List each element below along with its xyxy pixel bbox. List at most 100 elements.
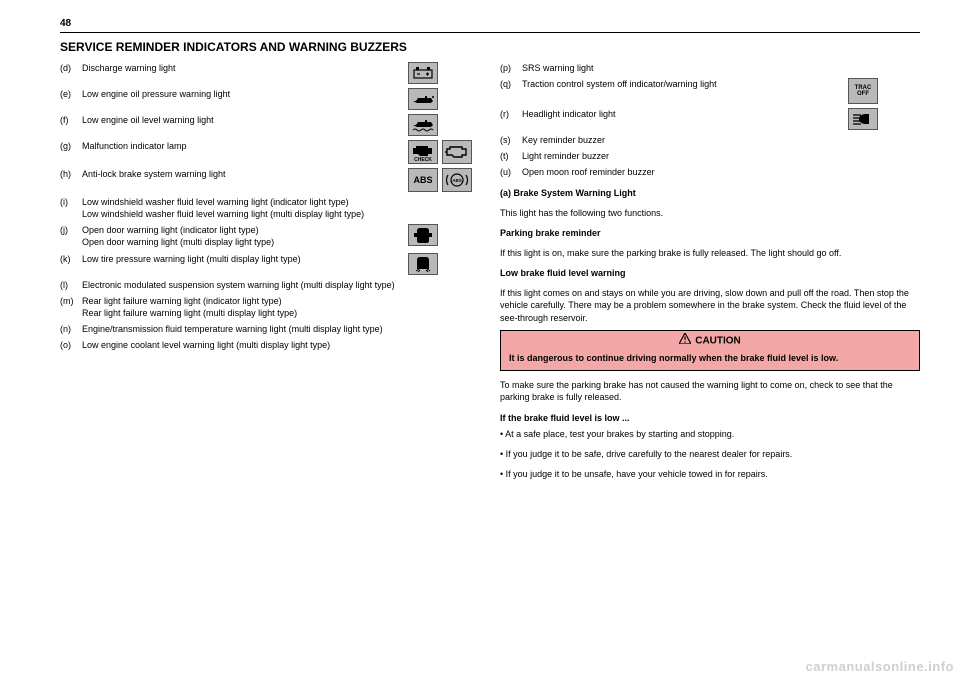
item-j: (j) Open door warning light (indicator l… (60, 224, 480, 248)
svg-text:ABS: ABS (452, 178, 462, 183)
item-letter: (u) (500, 166, 522, 178)
item-subtext: Rear light failure warning light (multi … (82, 307, 408, 319)
item-text: Low windshield washer fluid level warnin… (82, 197, 349, 207)
watermark: carmanualsonline.info (806, 659, 954, 674)
section-a-p4: If this light comes on and stays on whil… (500, 287, 920, 323)
item-icons (408, 253, 480, 275)
trac-off-icon: TRACOFF (848, 78, 878, 104)
item-text: Open door warning light (indicator light… (82, 225, 259, 235)
item-label: Malfunction indicator lamp (82, 140, 408, 152)
item-label: Low engine coolant level warning light (… (82, 339, 408, 351)
item-label: SRS warning light (522, 62, 848, 74)
item-label: Rear light failure warning light (indica… (82, 295, 408, 319)
svg-text:CHECK: CHECK (414, 157, 432, 162)
item-label: Open moon roof reminder buzzer (522, 166, 848, 178)
headlight-icon (848, 108, 878, 130)
after-caution-4-text: If you judge it to be unsafe, have your … (506, 469, 768, 479)
item-letter: (f) (60, 114, 82, 126)
item-icons: ABS ABS (408, 168, 480, 192)
item-letter: (p) (500, 62, 522, 74)
oil-pressure-icon (408, 88, 438, 110)
page-number: 48 (60, 18, 71, 29)
battery-icon (408, 62, 438, 84)
item-subtext: Low windshield washer fluid level warnin… (82, 208, 408, 220)
item-letter: (n) (60, 323, 82, 335)
section-a-p0: This light has the following two functio… (500, 207, 920, 219)
page: 48 SERVICE REMINDER INDICATORS AND WARNI… (0, 0, 960, 680)
caution-box: CAUTION It is dangerous to continue driv… (500, 330, 920, 372)
item-letter: (j) (60, 224, 82, 236)
item-label: Low windshield washer fluid level warnin… (82, 196, 408, 220)
after-caution-3-text: If you judge it to be safe, drive carefu… (506, 449, 793, 459)
section-a-p2: If this light is on, make sure the parki… (500, 247, 920, 259)
after-caution-2: • At a safe place, test your brakes by s… (500, 428, 920, 440)
item-label: Light reminder buzzer (522, 150, 848, 162)
item-subtext: Open door warning light (multi display l… (82, 236, 408, 248)
item-h: (h) Anti-lock brake system warning light… (60, 168, 480, 192)
section-a-title: (a) Brake System Warning Light (500, 187, 920, 199)
item-d: (d) Discharge warning light (60, 62, 480, 84)
warning-triangle-icon (679, 333, 691, 349)
section-a-p1: Parking brake reminder (500, 227, 920, 239)
after-caution-0: To make sure the parking brake has not c… (500, 379, 920, 403)
item-k: (k) Low tire pressure warning light (mul… (60, 253, 480, 275)
item-letter: (g) (60, 140, 82, 152)
item-s: (s) Key reminder buzzer (500, 134, 920, 146)
item-icons (408, 114, 480, 136)
item-i: (i) Low windshield washer fluid level wa… (60, 196, 480, 220)
item-icons (408, 62, 480, 84)
caution-label: CAUTION (695, 335, 741, 346)
item-icons (408, 88, 480, 110)
item-letter: (h) (60, 168, 82, 180)
item-p: (p) SRS warning light (500, 62, 920, 74)
item-label: Discharge warning light (82, 62, 408, 74)
item-o: (o) Low engine coolant level warning lig… (60, 339, 480, 351)
item-letter: (s) (500, 134, 522, 146)
left-column: (d) Discharge warning light (e) Low engi… (60, 62, 480, 650)
item-icons: CHECK (408, 140, 480, 164)
item-label: Anti-lock brake system warning light (82, 168, 408, 180)
item-n: (n) Engine/transmission fluid temperatur… (60, 323, 480, 335)
after-caution-2-text: At a safe place, test your brakes by sta… (505, 429, 734, 439)
item-letter: (m) (60, 295, 82, 307)
item-u: (u) Open moon roof reminder buzzer (500, 166, 920, 178)
item-text: Rear light failure warning light (indica… (82, 296, 282, 306)
item-r: (r) Headlight indicator light (500, 108, 920, 130)
oil-level-icon (408, 114, 438, 136)
item-label: Traction control system off indicator/wa… (522, 78, 848, 90)
tire-icon (408, 253, 438, 275)
item-label: Open door warning light (indicator light… (82, 224, 408, 248)
item-letter: (i) (60, 196, 82, 208)
abs-icon: ABS (408, 168, 438, 192)
item-letter: (l) (60, 279, 82, 291)
item-icons: TRACOFF (848, 78, 920, 104)
rule (60, 32, 920, 33)
item-letter: (r) (500, 108, 522, 120)
item-t: (t) Light reminder buzzer (500, 150, 920, 162)
item-q: (q) Traction control system off indicato… (500, 78, 920, 104)
section-a-p3: Low brake fluid level warning (500, 267, 920, 279)
item-letter: (t) (500, 150, 522, 162)
item-label: Headlight indicator light (522, 108, 848, 120)
caution-heading: CAUTION (501, 331, 919, 351)
after-caution-4: • If you judge it to be unsafe, have you… (500, 468, 920, 480)
columns: (d) Discharge warning light (e) Low engi… (60, 62, 920, 650)
page-title: SERVICE REMINDER INDICATORS AND WARNING … (60, 40, 407, 54)
item-label: Low tire pressure warning light (multi d… (82, 253, 408, 265)
item-letter: (q) (500, 78, 522, 90)
item-letter: (k) (60, 253, 82, 265)
after-caution-1: If the brake fluid level is low ... (500, 412, 920, 424)
after-caution-3: • If you judge it to be safe, drive care… (500, 448, 920, 460)
item-e: (e) Low engine oil pressure warning ligh… (60, 88, 480, 110)
engine-icon (442, 140, 472, 164)
abs-circle-icon: ABS (442, 168, 472, 192)
item-g: (g) Malfunction indicator lamp CHECK (60, 140, 480, 164)
item-icons (848, 108, 920, 130)
item-m: (m) Rear light failure warning light (in… (60, 295, 480, 319)
item-label: Key reminder buzzer (522, 134, 848, 146)
item-label: Electronic modulated suspension system w… (82, 279, 408, 291)
right-column: (p) SRS warning light (q) Traction contr… (500, 62, 920, 650)
check-engine-icon: CHECK (408, 140, 438, 164)
item-letter: (o) (60, 339, 82, 351)
item-letter: (e) (60, 88, 82, 100)
